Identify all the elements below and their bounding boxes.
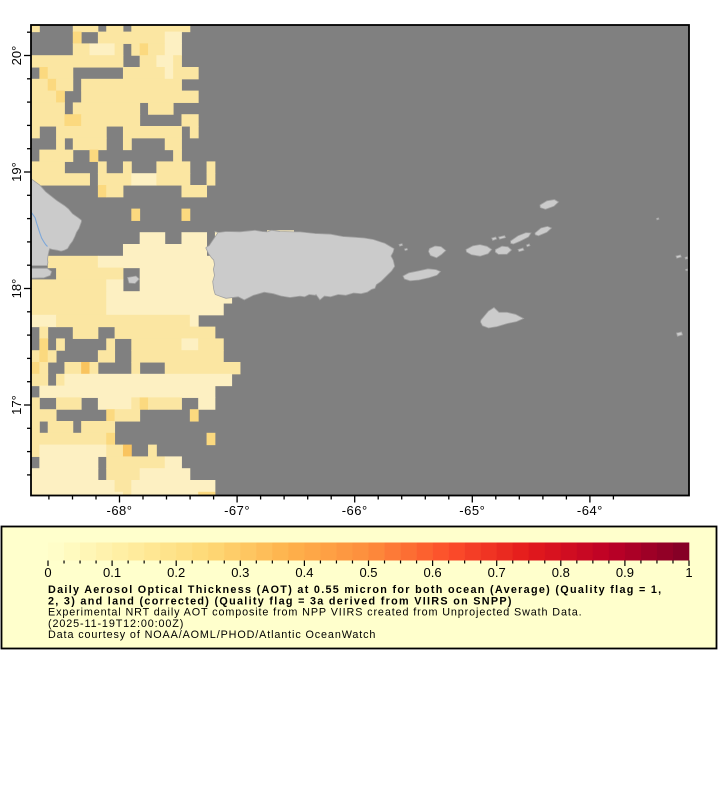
svg-text:0.2: 0.2 [167, 565, 185, 580]
svg-text:0.3: 0.3 [231, 565, 249, 580]
svg-text:Daily Aerosol Optical Thicknes: Daily Aerosol Optical Thickness (AOT) at… [48, 584, 662, 596]
svg-text:18°: 18° [9, 279, 24, 299]
svg-text:-65°: -65° [459, 503, 485, 518]
svg-text:0.5: 0.5 [359, 565, 377, 580]
svg-text:0.9: 0.9 [616, 565, 634, 580]
svg-text:1: 1 [685, 565, 692, 580]
svg-text:Data courtesy of NOAA/AOML/PHO: Data courtesy of NOAA/AOML/PHOD/Atlantic… [48, 629, 376, 641]
svg-text:-64°: -64° [577, 503, 603, 518]
svg-text:0.4: 0.4 [295, 565, 313, 580]
svg-text:Experimental NRT daily AOT com: Experimental NRT daily AOT composite fro… [48, 607, 583, 619]
svg-text:0.6: 0.6 [424, 565, 442, 580]
svg-text:0.7: 0.7 [488, 565, 506, 580]
svg-text:19°: 19° [9, 162, 24, 182]
svg-text:0: 0 [44, 565, 51, 580]
svg-text:-66°: -66° [342, 503, 368, 518]
svg-text:0.8: 0.8 [552, 565, 570, 580]
svg-text:20°: 20° [9, 46, 24, 66]
svg-text:2, 3) and land (corrected) (Qu: 2, 3) and land (corrected) (Quality flag… [48, 595, 513, 607]
svg-text:-68°: -68° [107, 503, 133, 518]
svg-text:17°: 17° [9, 395, 24, 415]
svg-text:0.1: 0.1 [103, 565, 121, 580]
svg-text:(2025-11-19T12:00:00Z): (2025-11-19T12:00:00Z) [48, 618, 184, 630]
svg-text:-67°: -67° [224, 503, 250, 518]
